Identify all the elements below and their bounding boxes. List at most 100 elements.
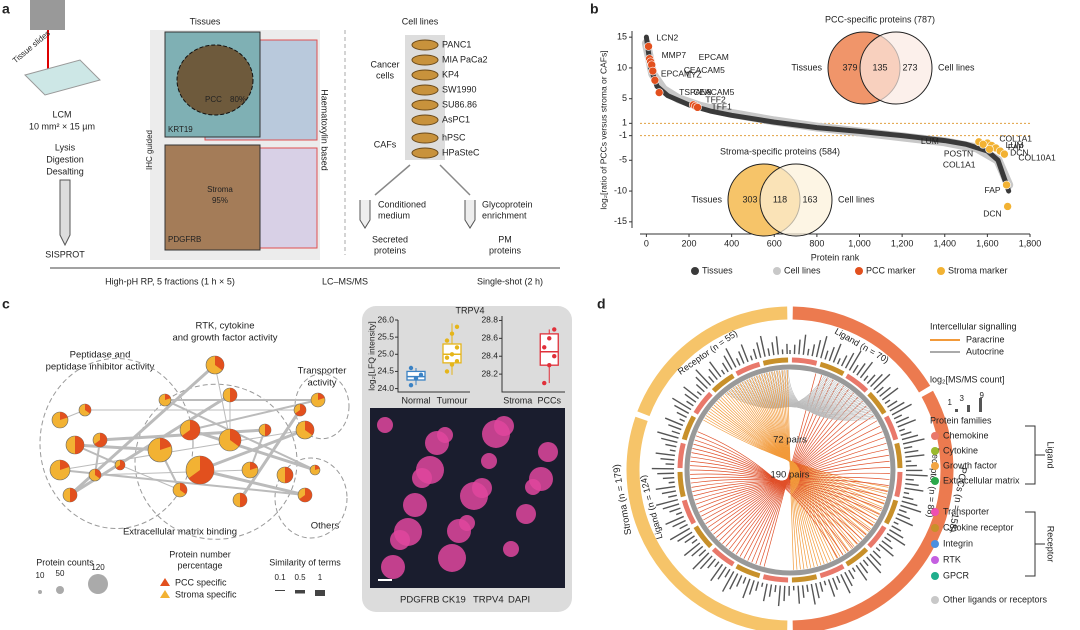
node-wedge [265, 424, 271, 436]
sim-key [275, 590, 285, 591]
point-label: LUM [921, 136, 939, 146]
count-bar [742, 576, 747, 584]
label: 303 [742, 194, 757, 204]
label: 135 [872, 62, 887, 72]
label: 9 [980, 391, 985, 400]
x-tick-label: Normal [401, 395, 430, 405]
cell-blob [394, 518, 422, 546]
node-wedge [85, 404, 91, 414]
edge [119, 464, 181, 491]
point-label: TFF1 [712, 102, 733, 112]
count-bar [901, 434, 919, 441]
chord [690, 479, 885, 504]
side-label: Haematoxylin based [320, 89, 330, 171]
point-label: LYZ [687, 69, 702, 79]
node-wedge [240, 493, 247, 507]
count-bar [679, 523, 688, 530]
family-arc [681, 499, 697, 525]
label: Stroma [207, 185, 233, 194]
count-bar [811, 344, 816, 357]
count-bar [707, 558, 716, 569]
cell-blob [438, 544, 466, 572]
count-bar [886, 532, 906, 546]
family-arc [677, 442, 686, 469]
point-label: DCN [983, 209, 1001, 219]
cluster-outline [274, 457, 348, 539]
point-label: LUM [1006, 140, 1024, 150]
label: 10 [36, 571, 45, 580]
legend-swatch [937, 267, 945, 275]
count-bar [664, 417, 684, 427]
label: GPCR [943, 570, 970, 580]
node-wedge [160, 438, 172, 450]
count-bar [655, 452, 676, 457]
count-bar [677, 531, 693, 542]
cluster-label: Peptidase and [70, 350, 131, 361]
count-bar [742, 578, 751, 599]
count-bar [802, 334, 807, 355]
point-label: CEACAM5 [684, 65, 725, 75]
x-tick-label: 0 [644, 238, 649, 248]
count-bar [691, 538, 698, 544]
label: Intercellular signalling [930, 321, 1017, 331]
x-tick-label: Stroma [503, 395, 532, 405]
count-bar [875, 547, 881, 552]
legend-label: Tissues [702, 265, 733, 275]
chord [693, 443, 854, 548]
legend-label: PCC marker [866, 265, 916, 275]
label: MIA PaCa2 [442, 54, 488, 64]
count-bar [807, 348, 810, 356]
chord [692, 448, 858, 544]
count-bar [717, 566, 727, 580]
family-arc [677, 471, 686, 498]
chord [690, 473, 880, 515]
cell-blob [403, 493, 427, 517]
point [413, 376, 419, 381]
count-bar [870, 373, 883, 388]
count-bar [855, 564, 868, 581]
chord [695, 435, 844, 555]
label: LC–MS/MS [322, 276, 368, 286]
dish [411, 39, 439, 51]
node-wedge [188, 456, 214, 485]
cluster-label: and growth factor activity [172, 333, 277, 344]
count-bar [879, 386, 892, 397]
count-bar [893, 414, 903, 420]
legend-swatch [855, 267, 863, 275]
family-arc [735, 361, 761, 377]
y-tick-label: -5 [619, 155, 627, 165]
count-bar [684, 535, 695, 544]
outer-arc [637, 306, 788, 417]
count-bar [905, 454, 925, 458]
point [444, 369, 450, 374]
point-label: EPCAM [699, 52, 729, 62]
dish [411, 69, 439, 81]
size-key [88, 574, 108, 594]
count-bar [665, 443, 677, 448]
point [449, 352, 455, 357]
label: PDGFRB [168, 235, 201, 244]
cluster-label: Transporter [298, 366, 347, 377]
label: AsPC1 [442, 114, 470, 124]
label: 10 mm² × 15 µm [29, 121, 95, 131]
label: 0.5 [294, 573, 306, 582]
stain-label: CK19 [442, 595, 466, 606]
count-bar [669, 507, 681, 513]
count-bar [721, 362, 729, 373]
dish [411, 147, 439, 159]
count-bar [884, 536, 892, 543]
point-label: COL1A1 [943, 159, 976, 169]
label: 163 [802, 194, 817, 204]
cluster-outline [294, 373, 350, 440]
family-swatch [931, 447, 939, 455]
point [542, 345, 547, 350]
marker [978, 139, 988, 149]
stain-label: DAPI [508, 595, 530, 606]
marker [693, 103, 702, 112]
point-label: FAP [984, 185, 1000, 195]
family-arc [845, 373, 869, 393]
count-bar [824, 350, 829, 360]
count-bar [661, 490, 677, 495]
label: Tissues [791, 62, 822, 72]
x-tick-label: 1,800 [1019, 238, 1042, 248]
